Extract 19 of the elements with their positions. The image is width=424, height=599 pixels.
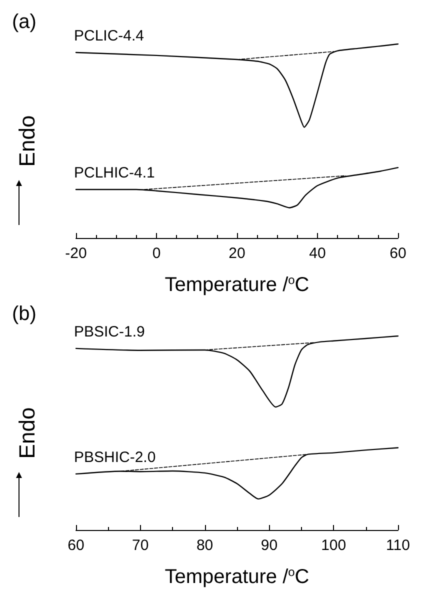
text: (b) [12, 303, 36, 325]
x-tick-label: 0 [152, 245, 161, 262]
series-label: PBSHIC-2.0 [74, 448, 156, 466]
series-label: PCLIC-4.4 [74, 28, 144, 45]
y-axis-title: Endo [14, 115, 40, 167]
x-tick-label: 80 [196, 537, 214, 554]
text: (a) [12, 11, 36, 33]
series-label: PCLHIC-4.1 [74, 164, 155, 182]
x-tick-label: 20 [228, 245, 246, 262]
x-tick-label: 100 [321, 537, 346, 554]
x-tick-label: 70 [132, 537, 149, 554]
x-tick-label: 90 [260, 537, 278, 554]
x-tick-label: 110 [386, 537, 410, 554]
x-tick-label: 40 [309, 245, 326, 262]
x-tick-label: -20 [65, 245, 87, 262]
y-axis-title: Endo [14, 407, 40, 459]
x-tick-label: 60 [390, 245, 406, 262]
series-label: PBSIC-1.9 [74, 323, 145, 340]
x-tick-label: 60 [68, 537, 84, 554]
